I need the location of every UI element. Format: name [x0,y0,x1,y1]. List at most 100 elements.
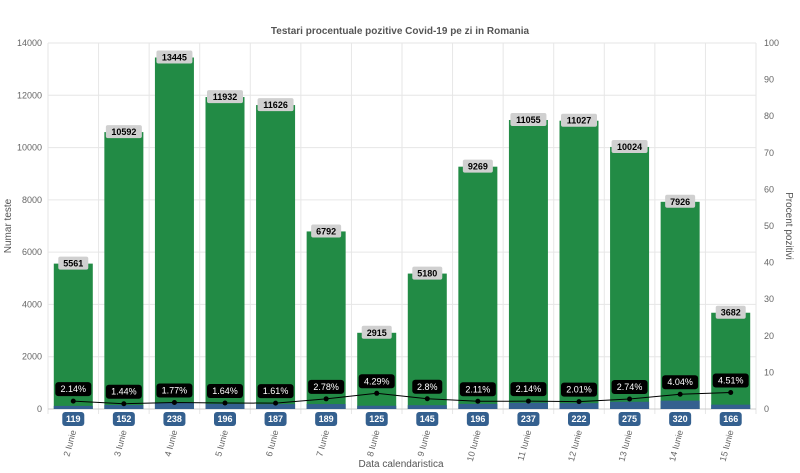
bar-total-tests [508,119,548,409]
y2-tick-label: 100 [764,38,779,48]
x-axis-label: Data calendaristica [358,459,443,470]
percent-data-label: 1.77% [162,386,188,396]
percent-label-bg [207,383,243,398]
percent-data-label: 2.8% [417,382,438,392]
percent-point [222,400,228,406]
percent-data-label: 2.01% [566,385,592,395]
percent-label-bg [459,382,496,397]
total-data-label: 5180 [417,269,437,279]
bar-total-tests [104,132,144,410]
positive-data-label: 125 [369,414,384,424]
positive-data-label: 196 [217,414,232,424]
positive-data-label: 119 [66,414,81,424]
percent-data-label: 1.61% [263,386,289,396]
positive-data-label: 152 [116,414,131,424]
y2-tick-label: 40 [764,258,774,268]
percent-line [73,391,731,405]
percent-label-bg [412,379,443,394]
total-label-bg [257,98,294,112]
x-tick-label: 11 Iunie [516,429,534,462]
total-label-bg [462,159,493,173]
bar-positive [610,401,650,409]
total-data-label: 11055 [516,115,541,125]
bar-positive [205,403,245,409]
percent-data-label: 2.11% [465,384,490,394]
y2-tick-label: 20 [764,331,774,341]
y-tick-label: 10000 [17,143,42,153]
percent-label-bg [55,382,92,397]
y-tick-label: 12000 [17,90,42,100]
y2-tick-label: 80 [764,111,774,121]
y-tick-label: 14000 [17,38,42,48]
y2-tick-label: 90 [764,75,774,85]
total-label-bg [412,266,443,280]
positive-label-bg [163,412,186,426]
positive-data-label: 238 [167,414,182,424]
positive-label-bg [365,412,388,426]
positive-label-bg [264,412,287,426]
positive-data-label: 187 [268,414,283,424]
percent-label-bg [257,384,294,399]
y-tick-label: 2000 [22,352,42,362]
total-data-label: 10024 [617,142,642,152]
total-data-label: 11626 [263,100,288,110]
chart-title: Testari procentuale pozitive Covid-19 pe… [271,26,530,37]
bar-positive [256,404,296,409]
percent-label-bg [611,379,648,394]
percent-point [171,400,177,406]
bar-positive [306,404,346,409]
total-label-bg [58,256,89,270]
percent-point [475,398,481,404]
y2-tick-label: 70 [764,148,774,158]
bar-total-tests [660,201,700,409]
total-data-label: 10592 [111,127,136,137]
y-tick-label: 8000 [22,195,42,205]
total-label-bg [207,90,243,104]
x-tick-label: 4 Iunie [163,429,180,458]
total-data-label: 2915 [367,328,387,338]
y2-tick-label: 50 [764,221,774,231]
x-tick-label: 14 Iunie [667,429,685,463]
percent-label-bg [662,375,699,390]
percent-point [728,389,734,395]
total-data-label: 7926 [670,197,690,207]
bar-positive [104,405,144,409]
y-tick-label: 6000 [22,247,42,257]
bar-positive [407,405,447,409]
percent-point [525,398,531,404]
percent-data-label: 2.14% [61,384,87,394]
total-label-bg [665,194,696,208]
total-label-bg [105,125,142,139]
x-tick-label: 10 Iunie [465,429,483,463]
percent-label-bg [105,384,142,399]
percent-point [374,390,380,396]
percent-point [70,398,76,404]
y-tick-label: 4000 [22,299,42,309]
bar-total-tests [306,231,346,409]
positive-label-bg [719,412,742,426]
percent-point [323,396,329,402]
positive-data-label: 166 [723,414,738,424]
percent-label-bg [358,374,395,389]
total-label-bg [561,113,597,127]
total-label-bg [510,112,547,126]
bar-total-tests [205,97,245,410]
percent-data-label: 2.74% [617,382,643,392]
total-data-label: 11027 [567,116,592,126]
total-data-label: 11932 [213,92,238,102]
total-label-bg [311,224,342,238]
total-data-label: 3682 [721,308,741,318]
positive-data-label: 275 [622,414,637,424]
positive-data-label: 320 [673,414,688,424]
total-data-label: 9269 [468,162,488,172]
x-tick-label: 3 Iunie [112,429,129,458]
percent-label-bg [510,382,547,397]
y2-tick-label: 0 [764,404,769,414]
percent-point [627,396,633,402]
percent-data-label: 4.29% [364,376,390,386]
percent-data-label: 4.04% [667,377,693,387]
bar-total-tests [458,166,498,409]
bar-total-tests [610,146,650,409]
